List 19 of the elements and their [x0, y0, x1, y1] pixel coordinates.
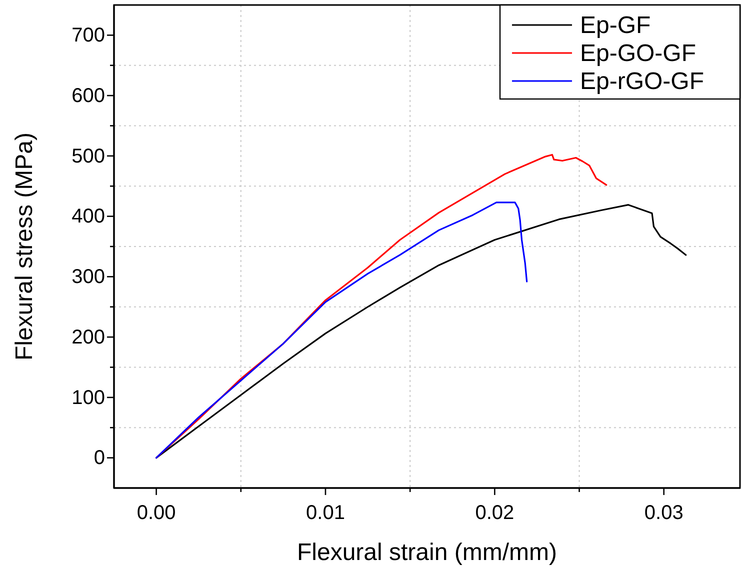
line-series — [155, 202, 528, 459]
y-tick-label: 500 — [72, 145, 105, 168]
y-tick-label: 600 — [72, 84, 105, 107]
x-axis-title: Flexural strain (mm/mm) — [296, 539, 558, 566]
line-series — [155, 204, 687, 459]
y-axis-title: Flexural stress (MPa) — [11, 132, 38, 361]
y-tick-label: 700 — [72, 24, 105, 47]
x-tick-label: 0.01 — [306, 502, 345, 524]
y-tick-label: 400 — [72, 206, 105, 228]
x-tick-label: 0.00 — [136, 502, 176, 524]
y-tick-label: 0 — [94, 447, 105, 470]
x-tick-label: 0.03 — [644, 502, 684, 524]
y-tick-label: 200 — [72, 326, 105, 348]
legend-label: Ep-GF — [580, 12, 651, 39]
y-tick-label: 300 — [72, 266, 105, 288]
legend-label: Ep-GO-GF — [580, 40, 696, 67]
x-tick-label: 0.02 — [475, 502, 514, 524]
y-tick-label: 100 — [72, 386, 105, 409]
legend-label: Ep-rGO-GF — [580, 68, 704, 95]
